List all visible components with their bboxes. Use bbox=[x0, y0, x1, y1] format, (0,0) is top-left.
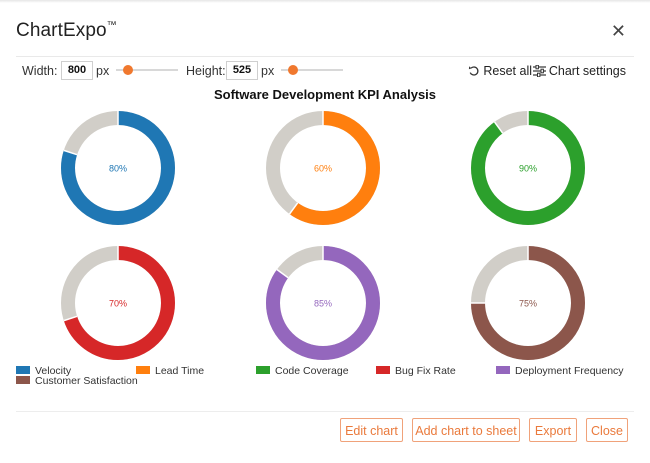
header-divider bbox=[16, 56, 634, 57]
chart-legend: Velocity Lead Time Code Coverage Bug Fix Ra… bbox=[16, 365, 636, 387]
sliders-icon bbox=[532, 64, 546, 78]
export-button[interactable]: Export bbox=[529, 418, 577, 442]
dialog-footer: Edit chart Add chart to sheet Export Clo… bbox=[340, 418, 632, 444]
height-unit: px bbox=[261, 64, 275, 78]
donut-value-label-code-coverage: 90% bbox=[519, 164, 537, 174]
chart-settings-label: Chart settings bbox=[548, 64, 626, 78]
close-icon[interactable]: ✕ bbox=[610, 21, 626, 41]
height-label: Height: bbox=[186, 64, 226, 78]
donut-value-label-velocity: 80% bbox=[109, 164, 127, 174]
donut-value-label-lead-time: 60% bbox=[314, 164, 332, 174]
height-input[interactable]: 525 bbox=[226, 61, 258, 80]
segment-separator bbox=[288, 202, 299, 215]
brand-title: ChartExpo™ bbox=[16, 19, 117, 41]
segment-separator bbox=[63, 315, 78, 322]
donut-customer-satisfaction: 75% bbox=[471, 246, 585, 360]
legend-item-customer-satisfaction[interactable]: Customer Satisfaction bbox=[16, 375, 138, 387]
width-input[interactable]: 800 bbox=[61, 61, 93, 80]
legend-item-deployment-frequency[interactable]: Deployment Frequency bbox=[496, 365, 624, 377]
donut-velocity: 80% bbox=[61, 111, 175, 225]
legend-swatch bbox=[136, 366, 150, 374]
footer-divider bbox=[16, 411, 634, 412]
legend-swatch bbox=[256, 366, 270, 374]
width-slider-track bbox=[116, 69, 178, 71]
donut-value-label-deployment-frequency: 85% bbox=[314, 299, 332, 309]
top-shadow bbox=[0, 0, 650, 3]
dialog-header: ChartExpo™ ✕ bbox=[16, 20, 634, 44]
legend-label: Velocity bbox=[35, 365, 72, 377]
legend-label: Bug Fix Rate bbox=[395, 365, 456, 377]
chart-title: Software Development KPI Analysis bbox=[213, 87, 437, 102]
donut-lead-time: 60% bbox=[266, 111, 380, 225]
legend-item-code-coverage[interactable]: Code Coverage bbox=[256, 365, 349, 377]
legend-item-bug-fix-rate[interactable]: Bug Fix Rate bbox=[376, 365, 456, 377]
segment-separator bbox=[493, 121, 504, 134]
legend-swatch bbox=[16, 376, 30, 384]
legend-swatch bbox=[376, 366, 390, 374]
legend-swatch bbox=[496, 366, 510, 374]
legend-item-lead-time[interactable]: Lead Time bbox=[136, 365, 204, 377]
segment-separator bbox=[63, 149, 78, 156]
donut-bug-fix-rate: 70% bbox=[61, 246, 175, 360]
width-slider[interactable] bbox=[116, 65, 178, 75]
legend-swatch bbox=[16, 366, 30, 374]
donut-deployment-frequency: 85% bbox=[266, 246, 380, 360]
legend-label: Deployment Frequency bbox=[515, 365, 624, 377]
legend-label: Customer Satisfaction bbox=[35, 375, 138, 387]
edit-chart-button[interactable]: Edit chart bbox=[340, 418, 403, 442]
segment-separator bbox=[276, 268, 289, 279]
legend-label: Code Coverage bbox=[275, 365, 349, 377]
chart-area: Software Development KPI Analysis 80% 60%… bbox=[0, 82, 650, 397]
height-slider-track bbox=[281, 69, 343, 71]
legend-label: Lead Time bbox=[155, 365, 205, 377]
donut-value-label-customer-satisfaction: 75% bbox=[519, 299, 537, 309]
width-label: Width: bbox=[22, 64, 58, 78]
height-slider[interactable] bbox=[281, 65, 343, 75]
add-chart-to-sheet-button[interactable]: Add chart to sheet bbox=[412, 418, 520, 442]
close-button[interactable]: Close bbox=[586, 418, 628, 442]
donut-code-coverage: 90% bbox=[471, 111, 585, 225]
donut-charts: 80% 60% 90% 70% 85% 75% bbox=[61, 111, 585, 360]
reset-all-label: Reset all bbox=[483, 64, 532, 78]
width-slider-handle[interactable] bbox=[122, 65, 133, 75]
legend-item-velocity[interactable]: Velocity bbox=[16, 365, 71, 377]
reset-all-button[interactable]: Reset all bbox=[468, 64, 532, 78]
size-controls: Width: 800 px Height: 525 px Reset all C… bbox=[22, 60, 626, 82]
height-slider-handle[interactable] bbox=[287, 65, 298, 75]
chart-settings-button[interactable]: Chart settings bbox=[532, 64, 626, 78]
donut-value-label-bug-fix-rate: 70% bbox=[109, 299, 127, 309]
width-unit: px bbox=[96, 64, 110, 78]
reset-icon bbox=[469, 66, 479, 76]
